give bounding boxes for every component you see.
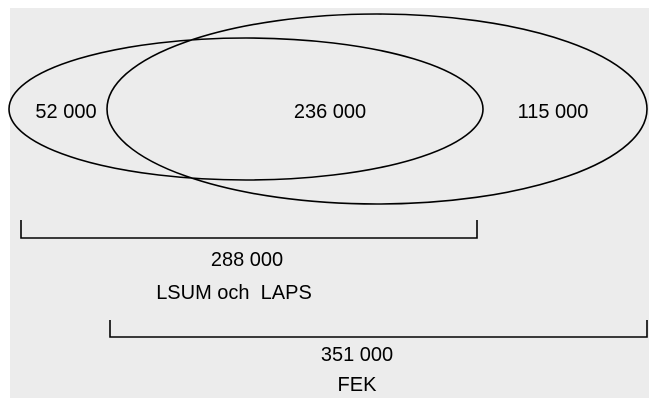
bracket-lsum-laps bbox=[20, 220, 478, 239]
bracket-fek-label: FEK bbox=[338, 374, 378, 396]
bracket-lsum-laps-value: 288 000 bbox=[211, 249, 283, 271]
region-left-only-value: 52 000 bbox=[35, 101, 96, 123]
region-overlap-value: 236 000 bbox=[294, 101, 366, 123]
region-right-only-value: 115 000 bbox=[518, 101, 589, 123]
bracket-fek-value: 351 000 bbox=[321, 344, 393, 366]
ellipse-lsum-laps bbox=[8, 37, 484, 181]
bracket-fek bbox=[109, 320, 648, 338]
ellipse-fek bbox=[106, 13, 648, 205]
bracket-lsum-laps-label: LSUM och LAPS bbox=[156, 282, 312, 304]
